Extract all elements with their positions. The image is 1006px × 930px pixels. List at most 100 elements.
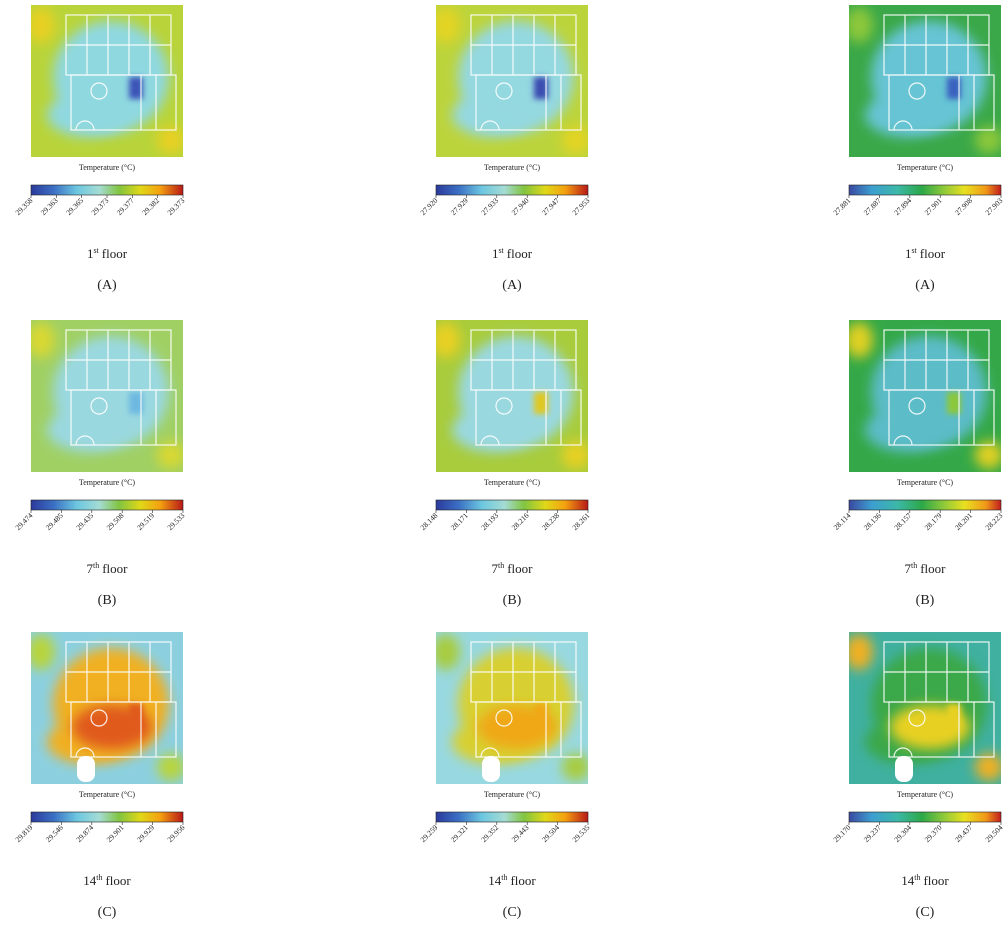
figure: Temperature (°C)29.35829.36329.36529.373… [0, 0, 1006, 930]
floor-suffix: th [914, 873, 920, 882]
panel: Temperature (°C)28.11428.13628.15728.179… [832, 320, 1005, 608]
panel-letter: (B) [503, 593, 522, 608]
tick-label: 29.474 [13, 511, 34, 532]
tick-label: 29.508 [105, 511, 126, 532]
panel: Temperature (°C) 29.170 29.237 29.304 29.370… [831, 632, 1004, 920]
heat-blob [27, 7, 55, 43]
panel-letter: (A) [915, 278, 935, 293]
tick-label: 27.881 [831, 196, 852, 217]
tick-label: 29.377 [115, 196, 136, 217]
floor-suffix: th [501, 873, 507, 882]
page: Temperature (°C)29.35829.36329.36529.373… [0, 0, 1006, 930]
tick-label: 27.887 [862, 196, 883, 217]
heatmap [27, 5, 185, 157]
floor-word: floor [920, 246, 946, 261]
tick-label: 29.435 [74, 511, 95, 532]
tick-label: 29.363 [39, 196, 60, 217]
colorbar [849, 185, 1001, 195]
tick-label: 28.238 [540, 511, 561, 532]
tick-label: 28.114 [832, 511, 853, 532]
tick-label: 28.216 [510, 511, 531, 532]
tick-label: 29.533 [165, 511, 186, 532]
tick-label: 28.157 [892, 511, 913, 532]
heat-blob [72, 705, 152, 749]
tick-label: 29.170 [831, 823, 852, 844]
tick-label: 28.193 [479, 511, 500, 532]
tick-label: 29.535 [570, 823, 591, 844]
tick-label: 29.321 [449, 823, 470, 844]
void [482, 756, 500, 782]
tick-label: 27.933 [479, 196, 500, 217]
tick-label: 29.365 [64, 196, 85, 217]
tick-label: 27.901 [923, 196, 944, 217]
floor-word: floor [507, 561, 533, 576]
panel: Temperature (°C) 27.881 27.887 27.894 27.901… [831, 5, 1004, 293]
tick-label: 29.373 [165, 196, 186, 217]
colorbar-caption: Temperature (°C) [79, 163, 136, 172]
colorbar-caption: Temperature (°C) [897, 790, 954, 799]
tick-label: 28.148 [418, 511, 439, 532]
heatmap [845, 5, 1003, 157]
heat-blob [432, 634, 460, 670]
tick-label: 27.894 [892, 196, 913, 217]
tick-label: 29.304 [892, 823, 913, 844]
heat-blob [27, 322, 55, 358]
panel-letter: (B) [916, 593, 935, 608]
panel-letter: (A) [502, 278, 522, 293]
tick-label: 28.179 [923, 511, 944, 532]
colorbar-caption: Temperature (°C) [484, 478, 541, 487]
tick-label: 27.908 [953, 196, 974, 217]
floor-number: 14 [901, 873, 915, 888]
tick-label: 29.352 [479, 823, 500, 844]
panel: Temperature (°C)29.35829.36329.36529.373… [13, 5, 186, 293]
floor-word: floor [102, 246, 128, 261]
colorbar [436, 185, 588, 195]
colorbar-caption: Temperature (°C) [897, 163, 954, 172]
tick-label: 28.223 [983, 511, 1004, 532]
panel: Temperature (°C)29.81929.54629.87429.901… [13, 632, 186, 920]
colorbar [31, 500, 183, 510]
tick-label: 27.940 [510, 196, 531, 217]
tick-label: 29.237 [862, 823, 883, 844]
colorbar [31, 812, 183, 822]
tick-label: 29.443 [510, 823, 531, 844]
tick-label: 28.261 [570, 511, 591, 532]
colorbar-caption: Temperature (°C) [897, 478, 954, 487]
tick-label: 27.953 [570, 196, 591, 217]
colorbar [436, 812, 588, 822]
tick-label: 29.546 [44, 823, 65, 844]
floor-label: 14thfloor [83, 873, 131, 888]
floor-label: 1stfloor [492, 246, 533, 261]
heat-blob [845, 322, 873, 358]
colorbar-caption: Temperature (°C) [484, 790, 541, 799]
tick-label: 29.504 [540, 823, 561, 844]
colorbar [31, 185, 183, 195]
floor-word: floor [105, 873, 131, 888]
colorbar [436, 500, 588, 510]
heat-blob [845, 7, 873, 43]
floor-suffix: st [911, 246, 917, 255]
floor-word: floor [507, 246, 533, 261]
floor-suffix: th [93, 561, 99, 570]
tick-label: 29.504 [983, 823, 1004, 844]
heatmap [27, 320, 185, 472]
panel-letter: (C) [916, 905, 935, 920]
heat-blob [27, 634, 55, 670]
panel-letter: (B) [98, 593, 117, 608]
tick-label: 27.929 [449, 196, 470, 217]
colorbar [849, 812, 1001, 822]
tick-label: 29.956 [165, 823, 186, 844]
colorbar-caption: Temperature (°C) [79, 790, 136, 799]
floor-suffix: th [96, 873, 102, 882]
floor-word: floor [510, 873, 536, 888]
tick-label: 29.485 [44, 511, 65, 532]
tick-label: 27.903 [983, 196, 1004, 217]
heatmap [432, 632, 590, 784]
floor-number: 14 [83, 873, 97, 888]
tick-label: 29.929 [135, 823, 156, 844]
tick-label: 29.370 [923, 823, 944, 844]
